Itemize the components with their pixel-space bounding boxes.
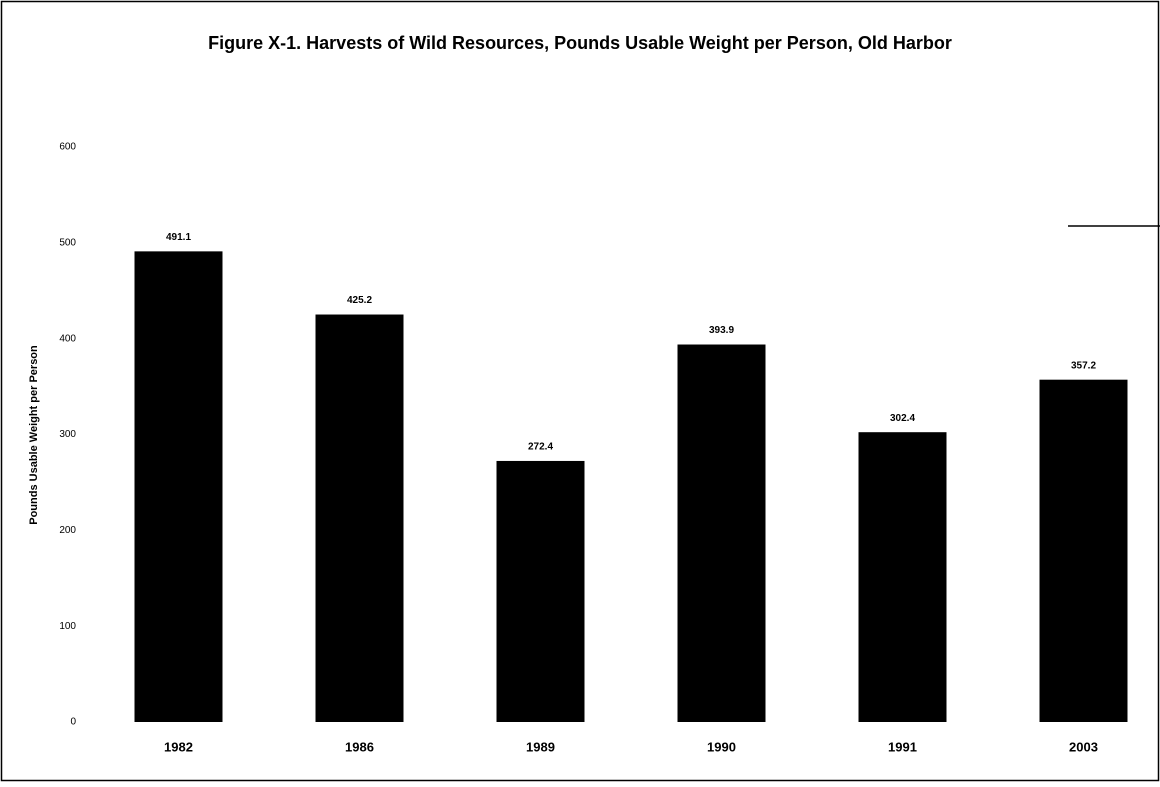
y-tick-label: 200 — [59, 525, 76, 536]
x-tick-label: 1991 — [888, 739, 917, 754]
bar — [134, 251, 223, 723]
y-tick-label: 400 — [59, 333, 76, 344]
value-label: 272.4 — [528, 442, 553, 453]
y-tick-label: 100 — [59, 621, 76, 632]
bar — [496, 460, 585, 722]
value-label: 302.4 — [890, 413, 915, 424]
bar — [1039, 379, 1128, 722]
value-label: 425.2 — [347, 295, 372, 306]
x-tick-label: 2003 — [1069, 739, 1098, 754]
y-tick-label: 0 — [70, 717, 76, 728]
bar — [677, 344, 766, 722]
value-label: 491.1 — [166, 232, 191, 243]
x-tick-label: 1982 — [164, 739, 193, 754]
bar — [315, 314, 404, 722]
title-box: Figure X-1. Harvests of Wild Resources, … — [208, 33, 952, 53]
x-tick-label: 1986 — [345, 739, 374, 754]
y-tick-label: 500 — [59, 237, 76, 248]
y-axis-label: Pounds Usable Weight per Person — [28, 345, 40, 525]
chart-title: Figure X-1. Harvests of Wild Resources, … — [208, 33, 952, 53]
bar — [858, 432, 947, 722]
value-label: 393.9 — [709, 325, 734, 336]
y-tick-label: 300 — [59, 429, 76, 440]
x-tick-label: 1989 — [526, 739, 555, 754]
x-tick-label: 1990 — [707, 739, 736, 754]
value-label: 357.2 — [1071, 360, 1096, 371]
y-tick-label: 600 — [59, 142, 76, 153]
